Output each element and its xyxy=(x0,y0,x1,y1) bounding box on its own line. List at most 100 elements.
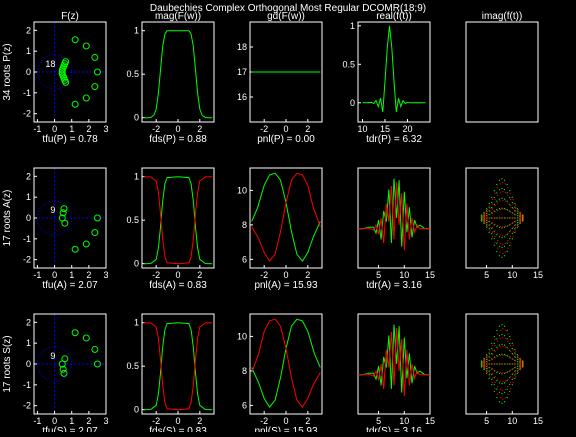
imag-dot xyxy=(499,242,501,245)
imag-dot xyxy=(496,329,498,332)
imag-dot xyxy=(501,256,503,258)
imag-dot xyxy=(509,223,512,225)
imag-dot xyxy=(499,337,501,340)
imag-dot xyxy=(502,199,504,201)
x-tick-label: -2 xyxy=(260,124,268,134)
imag-dot xyxy=(494,205,496,207)
imag-dot xyxy=(512,212,514,214)
series-line-green xyxy=(358,324,430,393)
imag-dot xyxy=(506,200,508,202)
imag-dot xyxy=(502,226,504,228)
imag-dot xyxy=(494,198,496,201)
imag-dot xyxy=(488,228,490,230)
imag-dot xyxy=(498,401,501,403)
imag-dot xyxy=(485,210,488,212)
imag-dot xyxy=(506,338,508,340)
imag-dot xyxy=(517,217,519,219)
panel-caption: tdr(A) = 3.16 xyxy=(366,280,422,291)
imag-dot xyxy=(515,227,517,229)
imag-dot xyxy=(484,362,486,364)
row-label: 17 roots S(z) xyxy=(2,335,13,392)
imag-dot xyxy=(502,217,504,219)
imag-dot xyxy=(509,192,512,194)
x-tick-label: 5 xyxy=(484,270,489,280)
imag-dot xyxy=(506,192,508,194)
y-tick-label: 2 xyxy=(26,317,31,327)
imag-dot xyxy=(494,211,496,213)
column-title: gd(F(w)) xyxy=(267,11,305,22)
imag-dot xyxy=(514,374,516,376)
imag-dot xyxy=(512,236,514,238)
imag-dot xyxy=(512,198,514,200)
imag-dot xyxy=(520,218,522,220)
imag-dot xyxy=(504,191,506,194)
chart-panel-A-gd: -2 0 2 6 8 10 pnl(A) = 15.93 xyxy=(237,167,323,291)
imag-dot xyxy=(507,247,509,249)
imag-dot xyxy=(491,222,494,224)
imag-dot xyxy=(517,365,519,367)
imag-dot xyxy=(504,208,506,211)
imag-dot xyxy=(507,209,509,212)
x-tick-label: 10 xyxy=(357,124,367,134)
root-marker xyxy=(82,334,90,342)
imag-dot xyxy=(504,251,506,253)
imag-dot xyxy=(507,333,509,335)
imag-dot xyxy=(507,194,509,197)
axes-box xyxy=(465,313,539,415)
imag-dot xyxy=(488,356,490,358)
imag-dot xyxy=(520,217,522,219)
imag-dot xyxy=(497,194,499,197)
imag-dot xyxy=(509,351,512,353)
root-marker xyxy=(82,94,90,102)
imag-dot xyxy=(493,349,495,351)
chart-panel-P-imag: imag(f(t)) xyxy=(465,11,539,123)
imag-dot xyxy=(499,380,501,382)
imag-dot xyxy=(509,217,512,219)
imag-dot xyxy=(494,235,496,238)
imag-dot xyxy=(507,370,509,373)
imag-dot xyxy=(494,192,496,194)
imag-dot xyxy=(509,231,511,233)
y-tick-label: 1 xyxy=(26,46,31,56)
imag-dot xyxy=(493,224,495,226)
y-tick-label: 1 xyxy=(134,172,139,182)
imag-dot xyxy=(498,325,501,327)
imag-dot xyxy=(511,353,513,355)
series-line-red xyxy=(143,176,213,265)
imag-dot xyxy=(514,377,516,380)
imag-dot xyxy=(481,214,483,216)
imag-dot xyxy=(512,226,514,228)
imag-dot xyxy=(491,231,494,233)
imag-dot xyxy=(515,214,517,216)
imag-dot xyxy=(516,370,519,372)
root-marker xyxy=(91,83,99,91)
imag-dot xyxy=(485,226,488,228)
root-marker xyxy=(93,360,101,368)
imag-dot xyxy=(486,359,488,361)
x-tick-label: 15 xyxy=(380,124,390,134)
imag-dot xyxy=(493,189,495,192)
imag-dot xyxy=(491,358,494,360)
x-tick-label: 3 xyxy=(103,124,108,134)
imag-dot xyxy=(497,355,499,358)
imag-dot xyxy=(502,208,504,210)
chart-panel-P-mag: mag(F(w)) -2 0 2 0 0.5 1 fds(P) = 0.88 xyxy=(126,11,215,145)
series-line-green xyxy=(143,176,213,265)
imag-dot xyxy=(491,236,494,238)
imag-dot xyxy=(489,227,491,229)
series-line-red xyxy=(358,328,430,397)
imag-dot xyxy=(488,206,490,208)
imag-dot xyxy=(509,244,511,247)
imag-dot xyxy=(485,372,488,374)
imag-dot xyxy=(489,360,491,362)
y-tick-label: 0 xyxy=(26,67,31,77)
imag-dot xyxy=(489,356,491,359)
panel-caption: tfu(A) = 2.07 xyxy=(42,280,98,291)
y-tick-label: 17 xyxy=(237,67,247,77)
y-tick-label: 10 xyxy=(237,331,247,341)
imag-dot xyxy=(512,344,514,346)
imag-dot xyxy=(493,370,495,372)
imag-dot xyxy=(506,242,508,244)
imag-dot xyxy=(499,363,501,365)
